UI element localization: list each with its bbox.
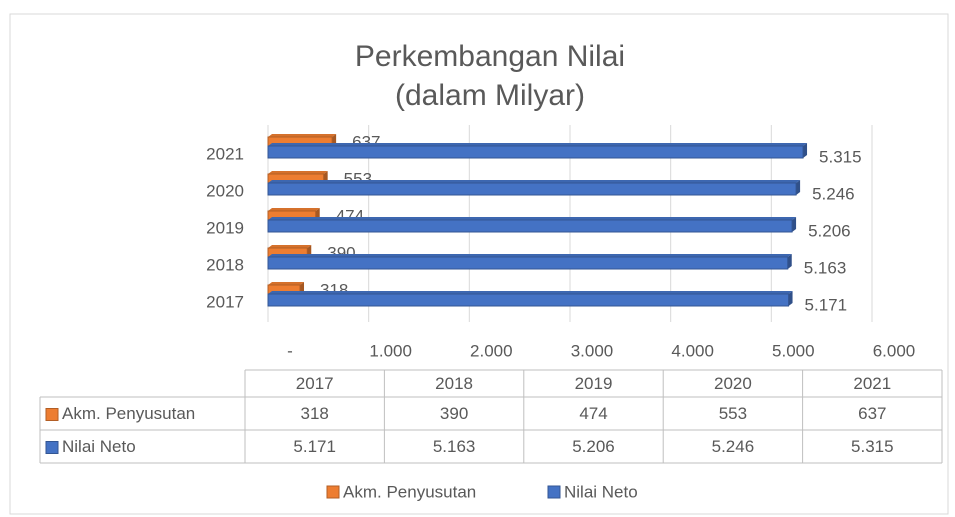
- y-tick-label: 2018: [206, 255, 244, 274]
- table-cell: 390: [440, 404, 468, 423]
- x-tick-label: 5.000: [772, 341, 815, 360]
- bar: [267, 182, 797, 196]
- table-cell: 5.246: [712, 437, 755, 456]
- legend-label: Akm. Penyusutan: [343, 482, 476, 501]
- table-series-name: Akm. Penyusutan: [62, 404, 195, 423]
- x-tick-label: 6.000: [873, 341, 916, 360]
- table-header: 2019: [575, 374, 613, 393]
- table-legend-key: [45, 408, 59, 421]
- x-tick-label: 2.000: [470, 341, 513, 360]
- table-header: 2021: [853, 374, 891, 393]
- data-label: 5.315: [819, 147, 862, 166]
- table-header: 2018: [435, 374, 473, 393]
- y-tick-label: 2021: [206, 144, 244, 163]
- table-cell: 637: [858, 404, 886, 423]
- legend-key: [547, 485, 561, 499]
- bar: [267, 293, 790, 307]
- table-legend-key: [45, 441, 59, 454]
- bar-top: [268, 282, 305, 285]
- bar-top: [268, 254, 792, 257]
- table-cell: 553: [719, 404, 747, 423]
- bar-side: [803, 143, 808, 158]
- data-label: 5.163: [804, 258, 847, 277]
- data-label: 5.171: [805, 295, 848, 314]
- x-tick-label: -: [287, 341, 293, 360]
- table-header: 2017: [296, 374, 334, 393]
- bar-top: [268, 134, 337, 137]
- bar-side: [788, 291, 793, 306]
- chart-subtitle: (dalam Milyar): [395, 79, 585, 112]
- bar-top: [268, 245, 312, 248]
- bar-side: [787, 254, 792, 269]
- bar-side: [796, 180, 801, 195]
- x-tick-label: 4.000: [671, 341, 714, 360]
- table-series-name: Nilai Neto: [62, 437, 136, 456]
- table-cell: 5.206: [572, 437, 615, 456]
- x-tick-label: 1.000: [369, 341, 412, 360]
- y-tick-label: 2019: [206, 218, 244, 237]
- table-cell: 5.171: [293, 437, 336, 456]
- x-tick-label: 3.000: [571, 341, 614, 360]
- bar-top: [268, 217, 797, 220]
- bar: [267, 256, 789, 270]
- table-header: 2020: [714, 374, 752, 393]
- legend-label: Nilai Neto: [564, 482, 638, 501]
- bar-top: [268, 171, 328, 174]
- legend-key: [326, 485, 340, 499]
- table-cell: 318: [301, 404, 329, 423]
- bar-side: [792, 217, 797, 232]
- bar-top: [268, 143, 808, 146]
- data-label: 5.246: [812, 184, 855, 203]
- chart-title: Perkembangan Nilai: [355, 40, 625, 73]
- table-cell: 5.163: [433, 437, 476, 456]
- y-tick-label: 2017: [206, 292, 244, 311]
- bar: [267, 145, 804, 159]
- bar-top: [268, 208, 320, 211]
- bar: [267, 219, 793, 233]
- bar-top: [268, 180, 801, 183]
- bar-top: [268, 291, 793, 294]
- y-tick-label: 2020: [206, 181, 244, 200]
- table-cell: 5.315: [851, 437, 894, 456]
- table-cell: 474: [579, 404, 607, 423]
- data-label: 5.206: [808, 221, 851, 240]
